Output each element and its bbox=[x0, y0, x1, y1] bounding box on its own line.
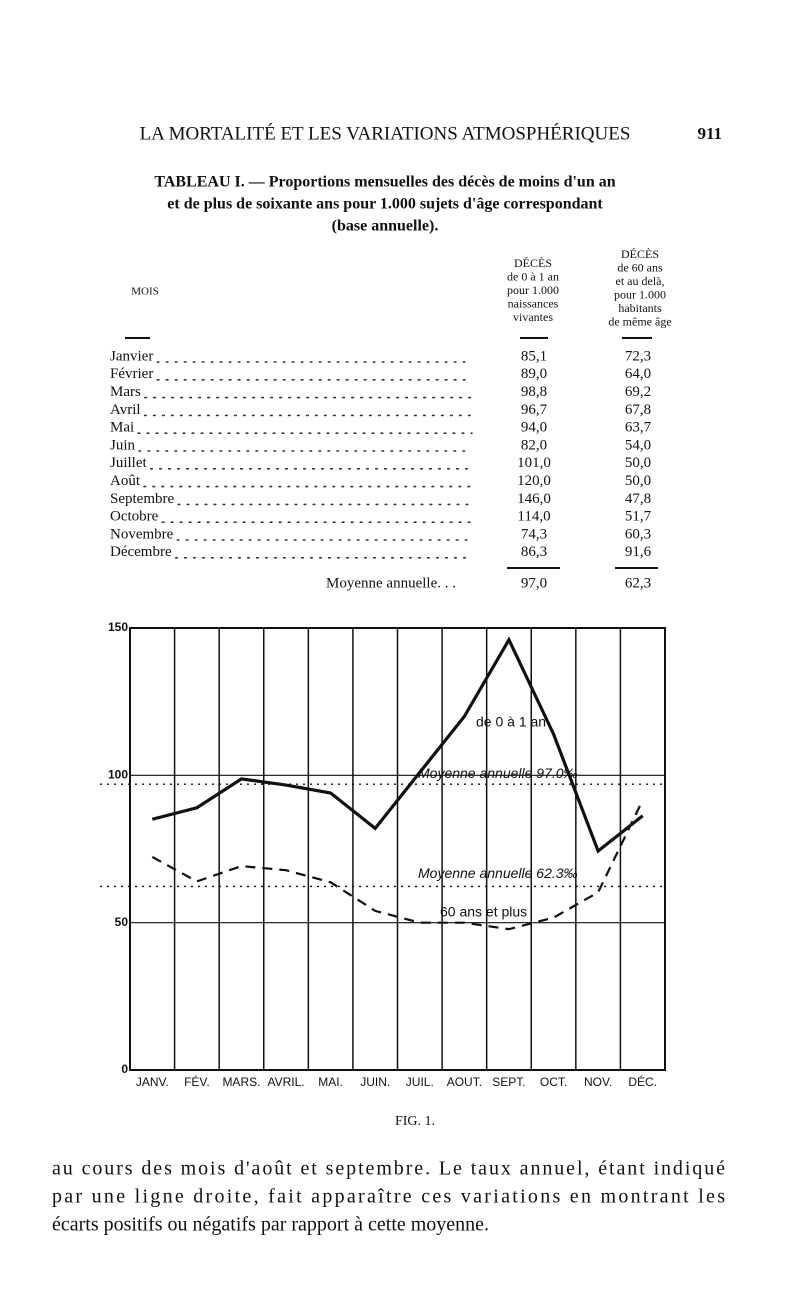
x-tick-label: FÉV. bbox=[184, 1074, 210, 1089]
y-tick-label: 100 bbox=[108, 768, 128, 782]
cell: 50,0 bbox=[625, 473, 651, 489]
series-label: de 0 à 1 an bbox=[476, 714, 546, 730]
month-label: Février bbox=[110, 366, 153, 382]
cell: 85,1 bbox=[521, 348, 547, 364]
series-line bbox=[151, 799, 644, 931]
table-caption: TABLEAU I. — Proportions mensuelles des … bbox=[154, 174, 615, 191]
column-header: pour 1.000 bbox=[614, 287, 666, 301]
y-tick-label: 50 bbox=[115, 915, 129, 929]
series-label: 60 ans et plus bbox=[440, 904, 527, 920]
column-header: de même âge bbox=[608, 314, 671, 328]
column-header: habitants bbox=[618, 301, 662, 315]
column-header: DÉCÈS bbox=[514, 256, 552, 270]
cell: 101,0 bbox=[517, 455, 551, 471]
cell: 54,0 bbox=[625, 437, 651, 453]
table-caption: (base annuelle). bbox=[332, 218, 439, 235]
figure-caption: FIG. 1. bbox=[395, 1114, 435, 1129]
column-header: naissances bbox=[508, 296, 559, 310]
column-header: pour 1.000 bbox=[507, 283, 559, 297]
mean-label: Moyenne annuelle 62.3‰ bbox=[418, 865, 578, 881]
cell: 114,0 bbox=[517, 509, 550, 525]
cell: 67,8 bbox=[625, 402, 651, 418]
cell: 94,0 bbox=[521, 420, 547, 436]
x-tick-label: NOV. bbox=[584, 1075, 612, 1089]
cell: 91,6 bbox=[625, 544, 652, 560]
month-label: Août bbox=[110, 473, 141, 489]
month-label: Juillet bbox=[110, 455, 147, 471]
body-text: écarts positifs ou négatifs par rapport … bbox=[52, 1214, 489, 1236]
month-label: Janvier bbox=[110, 348, 153, 364]
x-tick-label: DÉC. bbox=[628, 1074, 657, 1089]
x-tick-label: MARS. bbox=[222, 1075, 260, 1089]
mean-label: Moyenne annuelle 97.0‰ bbox=[418, 765, 578, 781]
cell: 74,3 bbox=[521, 526, 547, 542]
column-header: DÉCÈS bbox=[621, 247, 659, 261]
cell: 64,0 bbox=[625, 366, 651, 382]
body-text: au cours des mois d'août et septembre. L… bbox=[52, 1158, 725, 1180]
x-tick-label: AOUT. bbox=[447, 1075, 482, 1089]
cell: 72,3 bbox=[625, 348, 651, 364]
x-tick-label: AVRIL. bbox=[267, 1075, 304, 1089]
x-tick-label: JANV. bbox=[136, 1075, 169, 1089]
column-header: vivantes bbox=[513, 310, 553, 324]
body-text: par une ligne droite, fait apparaître ce… bbox=[52, 1186, 725, 1208]
cell: 50,0 bbox=[625, 455, 651, 471]
running-title: LA MORTALITÉ ET LES VARIATIONS ATMOSPHÉR… bbox=[140, 122, 631, 144]
cell: 89,0 bbox=[521, 366, 547, 382]
cell: 120,0 bbox=[517, 473, 551, 489]
y-tick-label: 0 bbox=[121, 1062, 128, 1076]
column-header: de 0 à 1 an bbox=[507, 269, 559, 283]
x-tick-label: OCT. bbox=[540, 1075, 567, 1089]
column-header: MOIS bbox=[131, 286, 159, 298]
cell: 82,0 bbox=[521, 437, 547, 453]
table-caption: et de plus de soixante ans pour 1.000 su… bbox=[167, 196, 603, 213]
x-tick-label: JUIL. bbox=[406, 1075, 434, 1089]
cell: 86,3 bbox=[521, 544, 547, 560]
month-label: Octobre bbox=[110, 509, 159, 525]
month-label: Décembre bbox=[110, 544, 172, 560]
cell: 98,8 bbox=[521, 384, 547, 400]
cell: 63,7 bbox=[625, 420, 652, 436]
x-tick-label: MAI. bbox=[318, 1075, 343, 1089]
cell: 146,0 bbox=[517, 491, 551, 507]
footer-cell: 62,3 bbox=[625, 575, 651, 591]
cell: 47,8 bbox=[625, 491, 651, 507]
x-tick-label: SEPT. bbox=[492, 1075, 525, 1089]
month-label: Mars bbox=[110, 384, 141, 400]
month-label: Avril bbox=[110, 402, 141, 418]
month-label: Novembre bbox=[110, 526, 174, 542]
series-line bbox=[151, 636, 644, 854]
month-label: Juin bbox=[110, 437, 136, 453]
cell: 60,3 bbox=[625, 526, 651, 542]
y-tick-label: 150 bbox=[108, 620, 128, 634]
page-number: 911 bbox=[697, 124, 722, 143]
column-header: et au delà, bbox=[616, 274, 665, 288]
cell: 96,7 bbox=[521, 402, 548, 418]
month-label: Septembre bbox=[110, 491, 174, 507]
cell: 69,2 bbox=[625, 384, 651, 400]
column-header: de 60 ans bbox=[617, 260, 663, 274]
cell: 51,7 bbox=[625, 509, 652, 525]
month-label: Mai bbox=[110, 420, 134, 436]
x-tick-label: JUIN. bbox=[360, 1075, 390, 1089]
footer-cell: 97,0 bbox=[521, 575, 547, 591]
footer-label: Moyenne annuelle. . . bbox=[326, 575, 456, 591]
